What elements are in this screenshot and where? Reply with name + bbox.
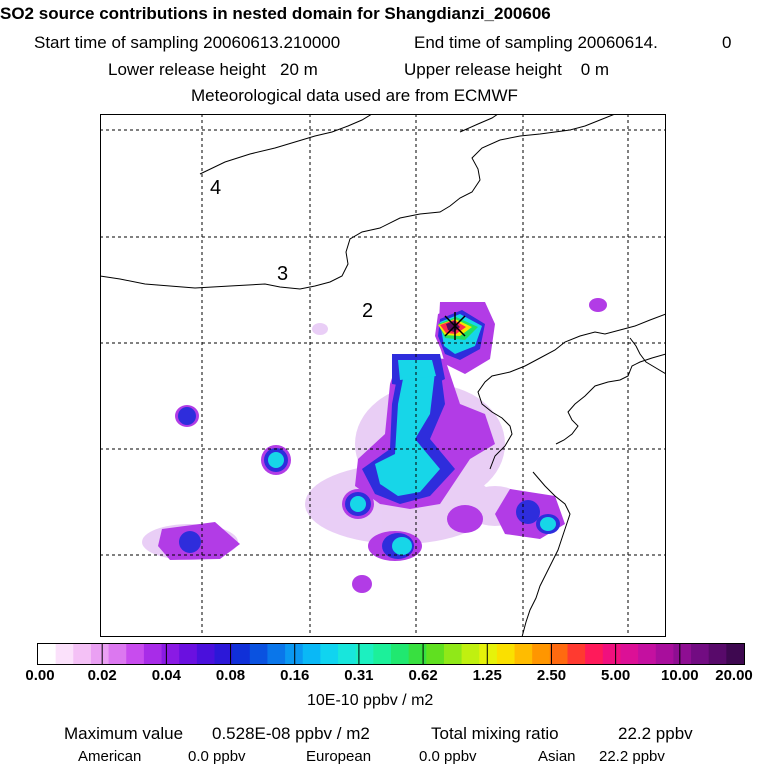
met-data-source: Meteorological data used are from ECMWF (191, 86, 518, 105)
colorbar-segment (567, 644, 586, 664)
colorbar-segment (585, 644, 604, 664)
american-label: American (78, 748, 142, 765)
colorbar-segment (443, 644, 463, 664)
colorbar (37, 643, 745, 665)
lower-release-height: Lower release height 20 m (108, 60, 318, 79)
coastline (100, 114, 666, 637)
colorbar-tick-label: 0.02 (87, 667, 117, 684)
colorbar-segment (267, 644, 286, 664)
colorbar-segment (232, 644, 251, 664)
colorbar-segment (620, 644, 639, 664)
region-label-2: 2 (362, 300, 373, 322)
colorbar-segment (285, 644, 304, 664)
colorbar-segment (214, 644, 233, 664)
colorbar-segment (355, 644, 374, 664)
colorbar-segment (179, 644, 198, 664)
max-value: 0.528E-08 ppbv / m2 (212, 724, 370, 743)
colorbar-segment (143, 644, 163, 664)
american-value: 0.0 ppbv (188, 748, 246, 765)
colorbar-tick-label: 1.25 (472, 667, 502, 684)
colorbar-segment (638, 644, 657, 664)
colorbar-segment (391, 644, 410, 664)
colorbar-segment (408, 644, 427, 664)
map-panel: 4 3 2 (100, 114, 666, 637)
asian-label: Asian (538, 748, 576, 765)
region-label-3: 3 (277, 263, 288, 285)
colorbar-units: 10E-10 ppbv / m2 (307, 692, 434, 709)
colorbar-tick-label: 0.00 (25, 667, 55, 684)
colorbar-tick-label: 5.00 (601, 667, 631, 684)
european-value: 0.0 ppbv (419, 748, 477, 765)
colorbar-segment (90, 644, 110, 664)
start-time: Start time of sampling 20060613.210000 (34, 33, 341, 52)
map-frame (100, 114, 666, 637)
colorbar-tick-label: 0.04 (151, 667, 181, 684)
colorbar-segment (496, 644, 516, 664)
colorbar-tick-label: 0.16 (280, 667, 310, 684)
colorbar-segment (673, 644, 692, 664)
colorbar-segment (108, 644, 127, 664)
colorbar-segment (126, 644, 145, 664)
colorbar-segment (73, 644, 92, 664)
colorbar-segment (38, 644, 57, 664)
colorbar-segment (532, 644, 551, 664)
asian-value: 22.2 ppbv (599, 748, 665, 765)
colorbar-segment (338, 644, 357, 664)
colorbar-tick-label: 0.62 (408, 667, 438, 684)
colorbar-tick-label: 10.00 (661, 667, 699, 684)
colorbar-segment (55, 644, 74, 664)
concentration-field (142, 298, 607, 593)
total-mixing-value: 22.2 ppbv (618, 724, 693, 743)
colorbar-segment (426, 644, 445, 664)
colorbar-segment (549, 644, 568, 664)
colorbar-frame (37, 643, 745, 665)
colorbar-segment (514, 644, 533, 664)
colorbar-segment (302, 644, 321, 664)
end-time-suffix: 0 (722, 33, 732, 52)
figure-title: SO2 source contributions in nested domai… (0, 4, 551, 23)
colorbar-segment (691, 644, 710, 664)
colorbar-segment (161, 644, 180, 664)
colorbar-tick-label: 2.50 (536, 667, 567, 684)
lat-lon-grid (100, 114, 666, 637)
max-value-label: Maximum value (64, 724, 184, 743)
colorbar-segment (726, 644, 745, 664)
colorbar-segment (373, 644, 392, 664)
region-label-4: 4 (210, 177, 221, 199)
upper-release-height: Upper release height 0 m (404, 60, 610, 79)
european-label: European (306, 748, 372, 765)
total-mixing-label: Total mixing ratio (431, 724, 559, 743)
receptor-marker (444, 312, 466, 340)
colorbar-segment (249, 644, 268, 664)
end-time: End time of sampling 20060614. (414, 33, 658, 52)
colorbar-segment (655, 644, 674, 664)
colorbar-segment (708, 644, 727, 664)
colorbar-segment (602, 644, 621, 664)
colorbar-segment (461, 644, 480, 664)
colorbar-tick-label: 0.08 (215, 667, 246, 684)
colorbar-segment (320, 644, 339, 664)
colorbar-segment (196, 644, 215, 664)
colorbar-tick-label: 20.00 (715, 667, 753, 684)
colorbar-tick-label: 0.31 (344, 667, 374, 684)
colorbar-segment (479, 644, 498, 664)
